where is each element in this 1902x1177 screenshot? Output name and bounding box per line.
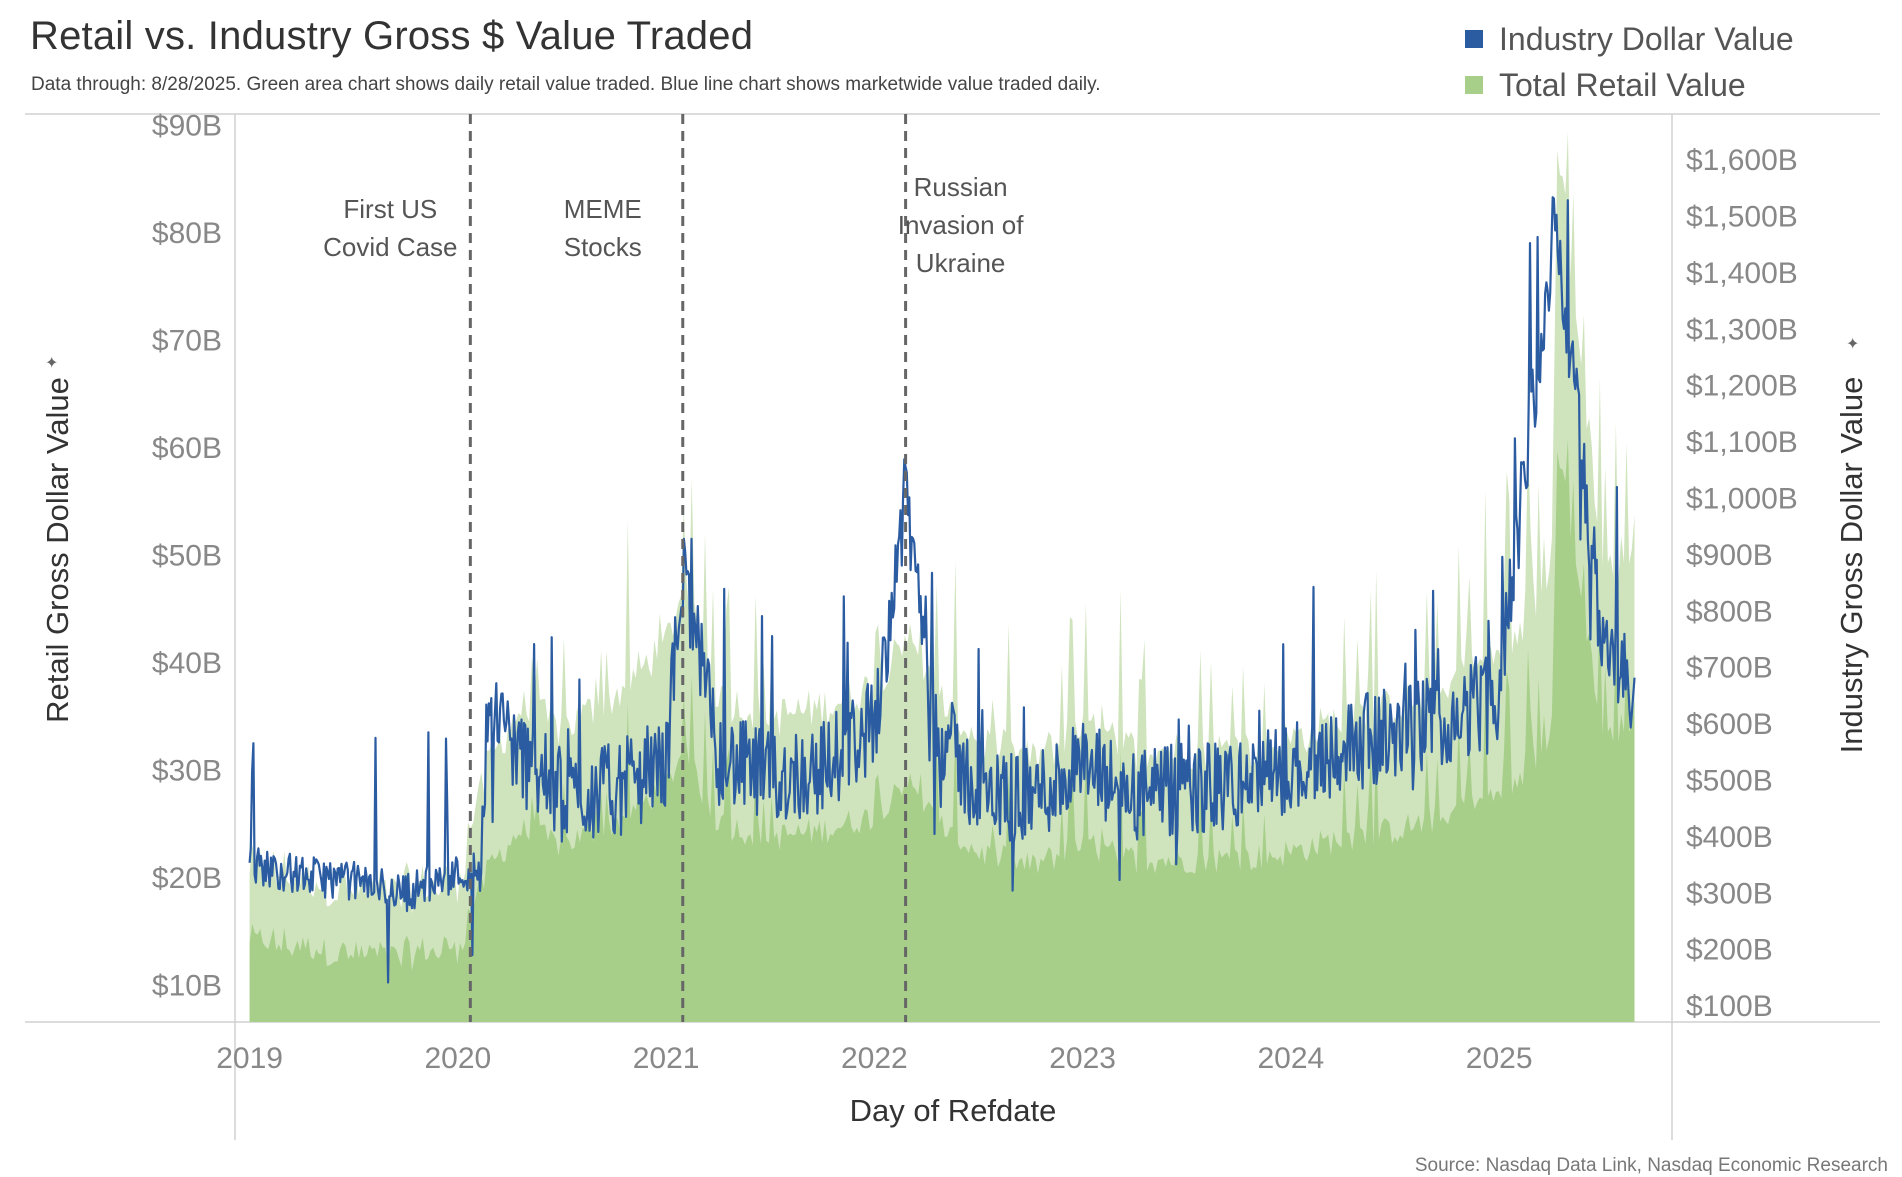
- y-right-tick-2: $300B: [1686, 877, 1773, 910]
- legend-label-industry: Industry Dollar Value: [1499, 20, 1794, 57]
- right-axis-pin-icon: ✦: [1846, 334, 1859, 353]
- y-right-tick-9: $1,000B: [1686, 483, 1798, 516]
- x-tick-2025: 2025: [1466, 1042, 1533, 1075]
- chart-title: Retail vs. Industry Gross $ Value Traded: [30, 14, 754, 58]
- legend-swatch-industry: [1465, 30, 1483, 48]
- y-left-tick-6: $70B: [152, 325, 222, 358]
- y-right-tick-14: $1,500B: [1686, 201, 1798, 234]
- y-left-tick-0: $10B: [152, 969, 222, 1002]
- y-left-tick-1: $20B: [152, 862, 222, 895]
- x-tick-2023: 2023: [1049, 1042, 1116, 1075]
- y-left-tick-7: $80B: [152, 217, 222, 250]
- event-label-2-1: Invasion of: [898, 210, 1025, 240]
- x-tick-2021: 2021: [633, 1042, 700, 1075]
- left-axis-title: Retail Gross Dollar Value: [40, 377, 75, 723]
- x-tick-2024: 2024: [1258, 1042, 1325, 1075]
- y-right-tick-1: $200B: [1686, 934, 1773, 967]
- industry-line-series: [248, 196, 1636, 984]
- y-right-tick-8: $900B: [1686, 539, 1773, 572]
- event-label-0-1: Covid Case: [323, 232, 457, 262]
- y-left-tick-8: $90B: [152, 110, 222, 143]
- legend: Industry Dollar Value Total Retail Value: [1465, 16, 1794, 108]
- x-tick-2022: 2022: [841, 1042, 908, 1075]
- y-right-tick-10: $1,100B: [1686, 426, 1798, 459]
- right-axis-ticks: $100B $200B $300B $400B $500B $600B $700B $800B…: [1686, 144, 1798, 1023]
- event-label-1-0: MEME: [564, 194, 642, 224]
- y-right-tick-0: $100B: [1686, 990, 1773, 1023]
- y-right-tick-11: $1,200B: [1686, 370, 1798, 403]
- left-axis-pin-icon: ✦: [45, 353, 58, 372]
- x-axis-title: Day of Refdate: [850, 1093, 1057, 1128]
- event-label-2-0: Russian: [914, 172, 1008, 202]
- event-label-1-1: Stocks: [564, 232, 642, 262]
- y-right-tick-13: $1,400B: [1686, 257, 1798, 290]
- y-right-tick-3: $400B: [1686, 821, 1773, 854]
- retail-area: [249, 439, 1635, 1022]
- y-right-tick-4: $500B: [1686, 764, 1773, 797]
- y-left-tick-2: $30B: [152, 754, 222, 787]
- y-left-tick-5: $60B: [152, 432, 222, 465]
- event-annotations: First US Covid Case MEME Stocks Russian Invas…: [323, 114, 1024, 1022]
- y-right-tick-15: $1,600B: [1686, 144, 1798, 177]
- chart-subtitle: Data through: 8/28/2025. Green area char…: [31, 74, 1101, 95]
- y-right-tick-5: $600B: [1686, 708, 1773, 741]
- y-left-tick-4: $50B: [152, 540, 222, 573]
- x-tick-2019: 2019: [216, 1042, 283, 1075]
- retail-area-series: [249, 132, 1635, 1022]
- event-label-2-2: Ukraine: [916, 248, 1006, 278]
- y-left-tick-3: $40B: [152, 647, 222, 680]
- legend-item-industry[interactable]: Industry Dollar Value: [1465, 16, 1794, 62]
- x-tick-2020: 2020: [424, 1042, 491, 1075]
- left-axis-ticks: $10B $20B $30B $40B $50B $60B $70B $80B $90B: [152, 110, 222, 1003]
- legend-item-retail[interactable]: Total Retail Value: [1465, 62, 1794, 108]
- retail-area-light: [249, 132, 1635, 1022]
- y-right-tick-12: $1,300B: [1686, 313, 1798, 346]
- event-label-0-0: First US: [343, 194, 437, 224]
- y-right-tick-7: $800B: [1686, 595, 1773, 628]
- industry-line: [248, 196, 1636, 984]
- y-right-tick-6: $700B: [1686, 652, 1773, 685]
- right-axis-title: Industry Gross Dollar Value: [1834, 377, 1869, 754]
- source-note: Source: Nasdaq Data Link, Nasdaq Economi…: [1414, 1155, 1888, 1176]
- legend-label-retail: Total Retail Value: [1499, 66, 1746, 103]
- legend-swatch-retail: [1465, 76, 1483, 94]
- x-axis-ticks: 2019 2020 2021 2022 2023 2024 2025: [216, 1042, 1532, 1075]
